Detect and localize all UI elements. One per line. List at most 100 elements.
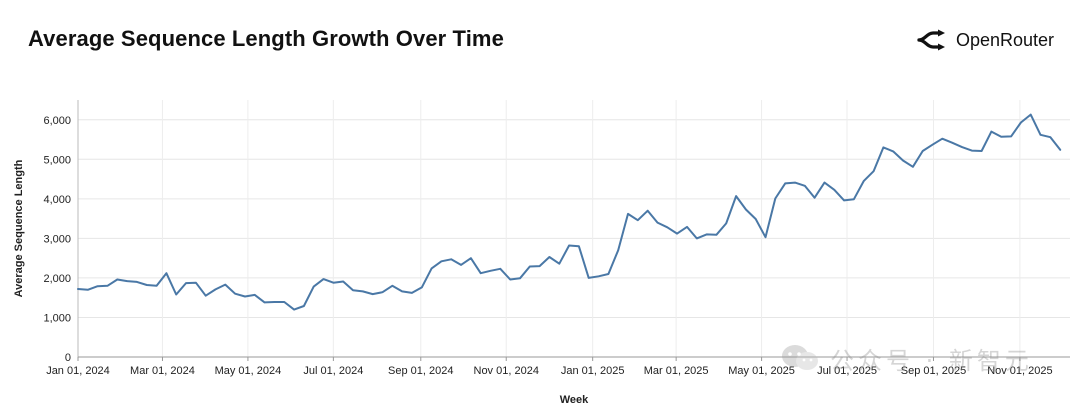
data-point [254, 294, 256, 296]
data-point [833, 189, 835, 191]
data-point [156, 285, 158, 287]
data-point [686, 226, 688, 228]
data-point [264, 301, 266, 303]
y-tick-label: 1,000 [43, 312, 71, 324]
brand-name: OpenRouter [955, 29, 1054, 50]
data-point [411, 292, 413, 294]
y-tick-label: 4,000 [43, 194, 71, 206]
y-tick-label: 3,000 [43, 233, 71, 245]
x-tick-label: Sep 01, 2024 [388, 365, 453, 377]
x-tick-label: Nov 01, 2024 [474, 365, 539, 377]
x-tick-label: Jul 01, 2024 [303, 365, 363, 377]
data-point [106, 285, 108, 287]
data-point [912, 166, 914, 168]
x-tick-label: Mar 01, 2024 [130, 365, 195, 377]
watermark: 公众号 · 新智元 [780, 340, 1033, 376]
data-point [823, 182, 825, 184]
x-tick-label: Jan 01, 2025 [561, 365, 625, 377]
watermark-text: 公众号 · 新智元 [830, 346, 1033, 375]
data-point [77, 288, 79, 290]
data-point [735, 195, 737, 197]
data-point [401, 290, 403, 292]
data-point [214, 288, 216, 290]
data-point [1000, 136, 1002, 138]
data-point [745, 208, 747, 210]
data-point [244, 295, 246, 297]
data-point [922, 150, 924, 152]
x-tick-label: Mar 01, 2025 [644, 365, 709, 377]
data-point [656, 222, 658, 224]
data-point [1039, 134, 1041, 136]
data-point [637, 219, 639, 221]
data-point [431, 267, 433, 269]
series-line [77, 113, 1062, 311]
data-point [489, 270, 491, 272]
grid-lines [77, 100, 1070, 358]
data-point [529, 265, 531, 267]
data-point [293, 309, 295, 311]
wechat-icon [782, 345, 818, 370]
data-point [706, 233, 708, 235]
x-tick-label: May 01, 2025 [728, 365, 795, 377]
data-point [440, 260, 442, 262]
data-point [578, 245, 580, 247]
data-point [195, 282, 197, 284]
data-point [372, 293, 374, 295]
data-point [126, 280, 128, 282]
data-point [764, 236, 766, 238]
data-point [863, 180, 865, 182]
data-point [892, 150, 894, 152]
data-point [342, 280, 344, 282]
data-point [971, 150, 973, 152]
data-point [725, 222, 727, 224]
data-point [234, 293, 236, 295]
data-point [990, 131, 992, 133]
series-layer [77, 113, 1062, 311]
y-tick-label: 2,000 [43, 273, 71, 285]
data-point [499, 268, 501, 270]
data-point [902, 159, 904, 161]
y-tick-label: 5,000 [43, 154, 71, 166]
y-axis-title: Average Sequence Length [13, 159, 25, 297]
data-point [116, 278, 118, 280]
data-point [843, 199, 845, 201]
data-point [460, 264, 462, 266]
data-point [313, 286, 315, 288]
data-point [1010, 135, 1012, 137]
data-point [480, 272, 482, 274]
data-point [981, 150, 983, 152]
data-point [381, 291, 383, 293]
data-point [421, 286, 423, 288]
data-point [224, 284, 226, 286]
data-point [873, 170, 875, 172]
data-point [175, 293, 177, 295]
data-point [303, 305, 305, 307]
data-point [391, 285, 393, 287]
data-point [165, 272, 167, 274]
data-point [97, 285, 99, 287]
data-point [509, 278, 511, 280]
data-point [617, 249, 619, 251]
data-point [931, 144, 933, 146]
brand[interactable]: OpenRouter [916, 26, 1054, 54]
data-point [87, 289, 89, 291]
data-point [647, 210, 649, 212]
data-point [1030, 114, 1032, 116]
chart-title: Average Sequence Length Growth Over Time [28, 26, 504, 51]
openrouter-logo-icon [917, 29, 945, 51]
data-point [1020, 121, 1022, 123]
data-point [666, 226, 668, 228]
data-point [332, 282, 334, 284]
tick-labels: 0 1,000 2,000 3,000 4,000 5,000 6,000 Jan 01, 2… [43, 115, 1052, 377]
data-point [539, 265, 541, 267]
x-tick-label: Jan 01, 2024 [46, 365, 110, 377]
data-point [882, 146, 884, 148]
data-point [676, 233, 678, 235]
data-point [627, 213, 629, 215]
y-tick-label: 0 [65, 352, 71, 364]
data-point [794, 182, 796, 184]
data-point [804, 185, 806, 187]
axes [77, 100, 1070, 361]
data-point [951, 142, 953, 144]
data-point [283, 301, 285, 303]
